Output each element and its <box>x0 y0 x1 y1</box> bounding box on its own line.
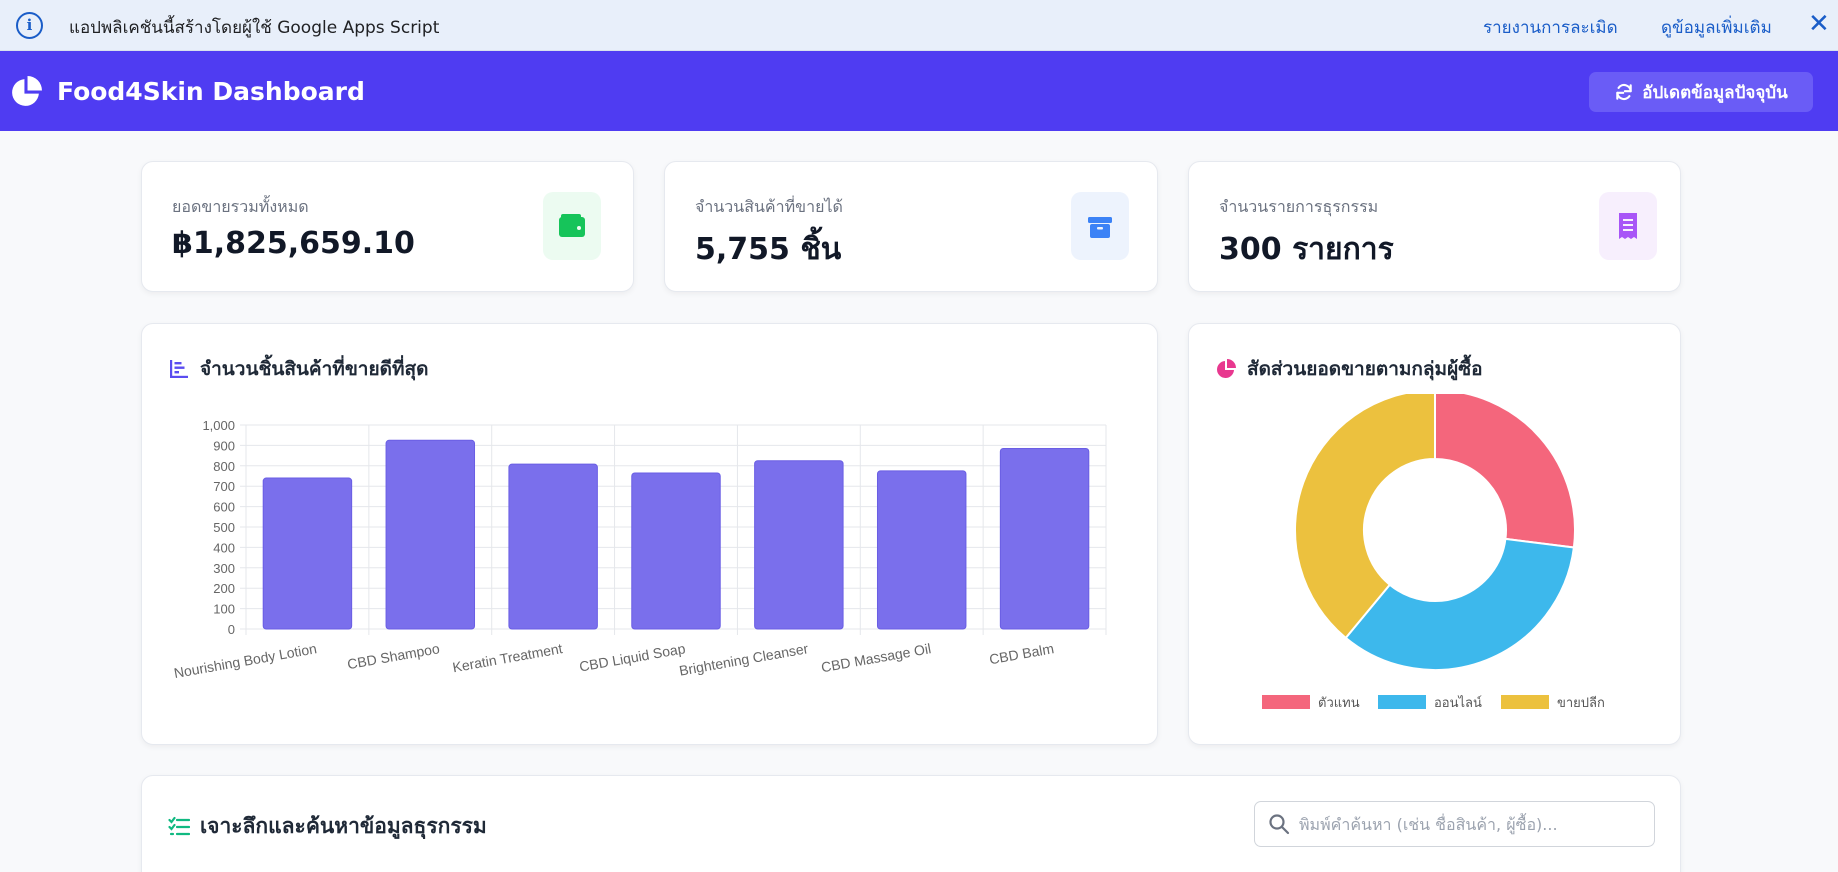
x-tick-label: CBD Shampoo <box>346 640 441 672</box>
search-input[interactable] <box>1299 810 1644 838</box>
report-abuse-link[interactable]: รายงานการละเมิด <box>1483 18 1618 38</box>
receipt-icon <box>1599 192 1657 260</box>
stat-label: ยอดขายรวมทั้งหมด <box>172 197 309 216</box>
stat-value: 300 รายการ <box>1219 232 1394 267</box>
pie-card-title-text: สัดส่วนยอดขายตามกลุ่มผู้ซื้อ <box>1247 358 1483 380</box>
stat-value: 5,755 ชิ้น <box>695 232 842 267</box>
y-tick-label: 100 <box>213 602 235 617</box>
x-tick-label: Brightening Cleanser <box>678 640 810 679</box>
stat-card-transactions: จำนวนรายการธุรกรรม 300 รายการ <box>1188 161 1681 292</box>
bar <box>508 463 598 630</box>
doughnut-slice <box>1434 394 1576 549</box>
x-tick-label: CBD Liquid Soap <box>578 640 687 674</box>
box-icon <box>1071 192 1129 260</box>
legend-label: ตัวแทน <box>1318 696 1360 711</box>
y-tick-label: 900 <box>213 438 235 453</box>
search-icon <box>1269 814 1290 835</box>
bar <box>999 447 1090 630</box>
y-tick-label: 500 <box>213 520 235 535</box>
x-tick-label: CBD Balm <box>988 640 1055 667</box>
wallet-icon <box>543 192 601 260</box>
doughnut-slice <box>1344 537 1576 671</box>
refresh-button[interactable]: อัปเดตข้อมูลปัจจุบัน <box>1589 72 1813 112</box>
stat-card-total-sales: ยอดขายรวมทั้งหมด ฿1,825,659.10 <box>141 161 634 292</box>
pie-card-title: สัดส่วนยอดขายตามกลุ่มผู้ซื้อ <box>1215 354 1483 384</box>
y-tick-label: 700 <box>213 479 235 494</box>
app-header: Food4Skin Dashboard อัปเดตข้อมูลปัจจุบัน <box>0 51 1838 131</box>
search-field[interactable] <box>1254 801 1655 847</box>
x-tick-label: CBD Massage Oil <box>820 640 932 675</box>
info-icon: i <box>16 12 43 39</box>
bar-card-title-text: จำนวนชิ้นสินค้าที่ขายดีที่สุด <box>200 358 429 380</box>
bar <box>262 477 353 630</box>
doughnut-slice <box>1294 394 1436 640</box>
buyer-group-card: สัดส่วนยอดขายตามกลุ่มผู้ซื้อ ตัวแทน ออนไล… <box>1188 323 1681 745</box>
y-tick-label: 600 <box>213 500 235 515</box>
stat-label: จำนวนสินค้าที่ขายได้ <box>695 197 843 216</box>
y-tick-label: 200 <box>213 581 235 596</box>
x-tick-label: Nourishing Body Lotion <box>173 640 318 681</box>
bar <box>385 439 476 630</box>
close-icon[interactable]: ✕ <box>1808 9 1830 39</box>
y-tick-label: 0 <box>228 622 235 637</box>
bar <box>631 472 721 630</box>
list-check-icon <box>168 816 190 835</box>
doughnut-chart: ตัวแทน ออนไลน์ ขายปลีก <box>1262 394 1605 711</box>
stat-label: จำนวนรายการธุรกรรม <box>1219 197 1379 216</box>
refresh-icon <box>1616 83 1632 101</box>
pie-logo-icon <box>12 76 42 106</box>
bar <box>876 470 967 630</box>
legend-swatch <box>1378 695 1426 709</box>
bar-chart-icon <box>170 360 188 378</box>
banner-text: แอปพลิเคชันนี้สร้างโดยผู้ใช้ Google Apps… <box>69 18 440 38</box>
legend-label: ออนไลน์ <box>1434 695 1482 711</box>
legend-swatch <box>1262 695 1310 709</box>
y-tick-label: 300 <box>213 561 235 576</box>
stat-value: ฿1,825,659.10 <box>172 226 415 261</box>
bar-chart: 0 100 200 300 400 500 600 700 800 900 1,000 Nourish… <box>173 418 1107 681</box>
y-tick-label: 1,000 <box>202 418 235 433</box>
app-title: Food4Skin Dashboard <box>57 77 365 106</box>
x-tick-label: Keratin Treatment <box>451 640 563 675</box>
pie-chart-icon <box>1217 359 1236 378</box>
info-banner: i แอปพลิเคชันนี้สร้างโดยผู้ใช้ Google Ap… <box>0 0 1838 51</box>
top-products-card: จำนวนชิ้นสินค้าที่ขายดีที่สุด 0 100 200 300… <box>141 323 1158 745</box>
legend-swatch <box>1501 695 1549 709</box>
bar <box>754 460 844 630</box>
bar-card-title: จำนวนชิ้นสินค้าที่ขายดีที่สุด <box>168 354 428 384</box>
legend-label: ขายปลีก <box>1557 695 1605 711</box>
y-tick-label: 400 <box>213 540 235 555</box>
stat-card-items-sold: จำนวนสินค้าที่ขายได้ 5,755 ชิ้น <box>664 161 1158 292</box>
y-tick-label: 800 <box>213 459 235 474</box>
refresh-button-label: อัปเดตข้อมูลปัจจุบัน <box>1642 82 1788 103</box>
table-card-title: เจาะลึกและค้นหาข้อมูลธุรกรรม <box>168 810 487 843</box>
learn-more-link[interactable]: ดูข้อมูลเพิ่มเติม <box>1661 18 1772 38</box>
table-card-title-text: เจาะลึกและค้นหาข้อมูลธุรกรรม <box>200 814 487 838</box>
